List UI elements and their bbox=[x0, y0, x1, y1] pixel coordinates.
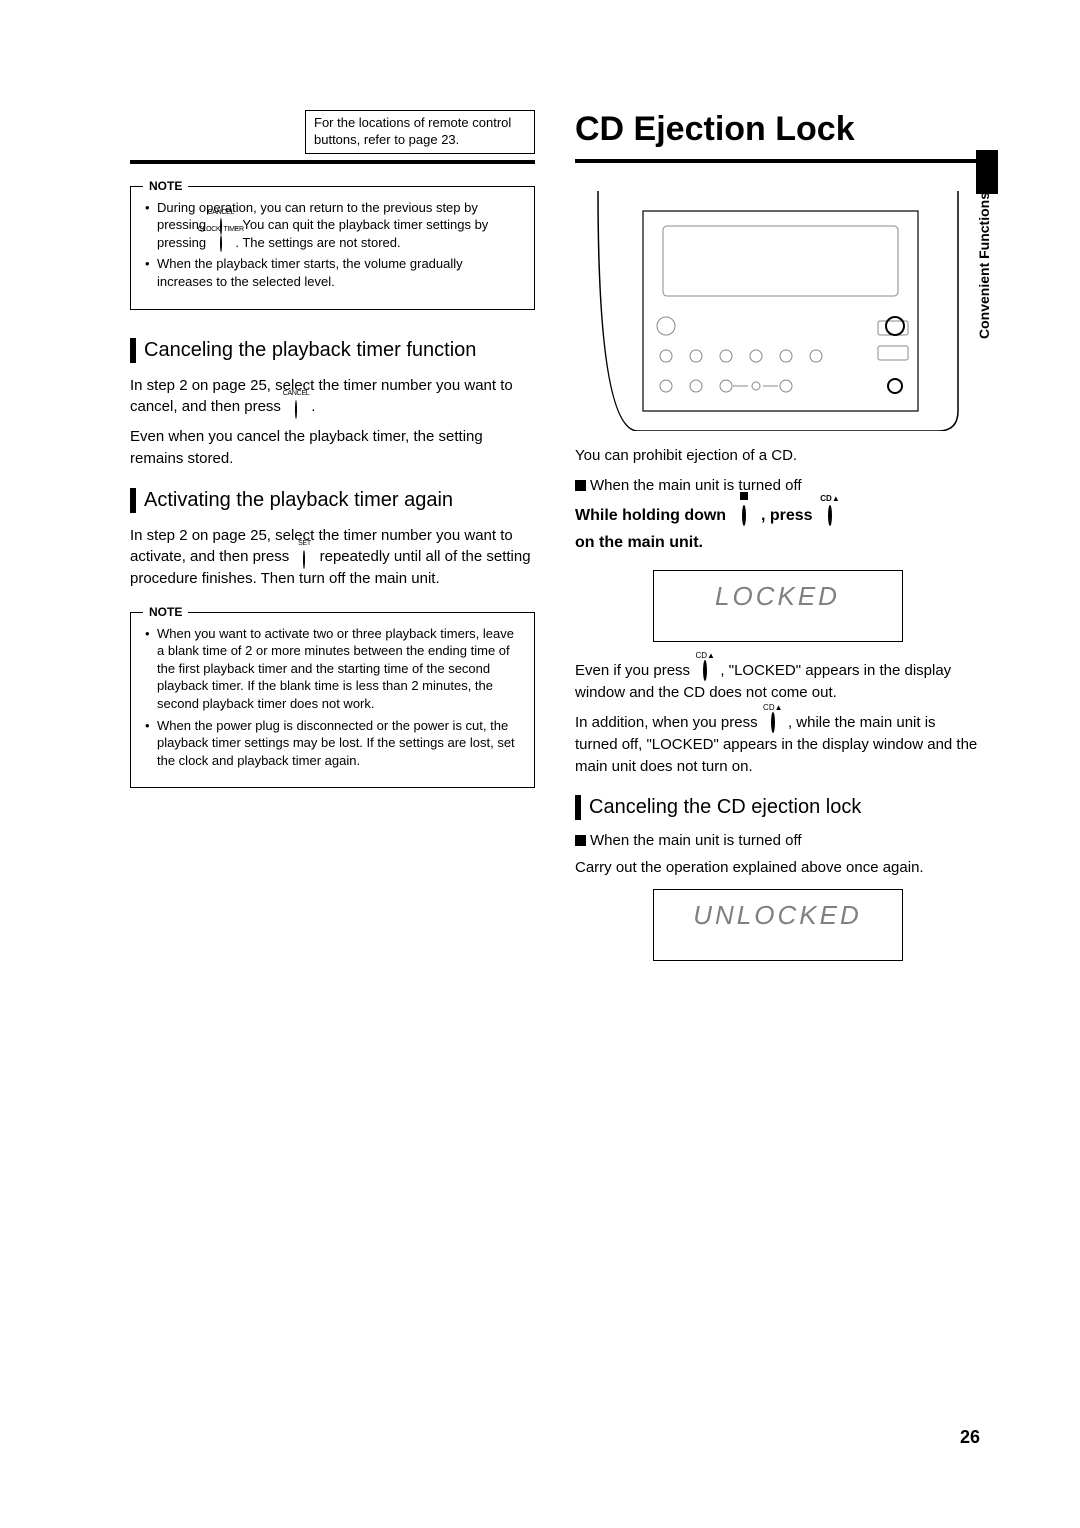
rule bbox=[130, 160, 535, 164]
page-title: CD Ejection Lock bbox=[575, 110, 980, 149]
display-text: LOCKED bbox=[715, 581, 840, 612]
condition-text: When the main unit is turned off bbox=[590, 477, 802, 494]
rule bbox=[575, 159, 980, 163]
section-heading: Activating the playback timer again bbox=[130, 488, 535, 513]
note-box-2: NOTE When you want to activate two or th… bbox=[130, 612, 535, 788]
side-tab: Convenient Functions bbox=[976, 150, 998, 360]
left-column: For the locations of remote control butt… bbox=[130, 110, 535, 979]
condition-heading: When the main unit is turned off bbox=[575, 832, 980, 849]
cd-eject-button-icon: CD▲ bbox=[762, 712, 784, 734]
note-text: . The settings are not stored. bbox=[235, 235, 400, 250]
body-paragraph: In step 2 on page 25, select the timer n… bbox=[130, 375, 535, 419]
display-window: LOCKED bbox=[653, 570, 903, 642]
instr-text: , press bbox=[761, 507, 817, 524]
right-column: CD Ejection Lock You can prohibi bbox=[575, 110, 980, 979]
tab-label: Convenient Functions bbox=[976, 192, 992, 357]
body-paragraph: Carry out the operation explained above … bbox=[575, 857, 980, 879]
instruction: While holding down , press CD▲ on the ma… bbox=[575, 502, 980, 557]
display-window: UNLOCKED bbox=[653, 889, 903, 961]
cd-eject-button-icon: CD▲ bbox=[694, 660, 716, 682]
instr-text: While holding down bbox=[575, 507, 731, 524]
note-label: NOTE bbox=[143, 604, 188, 620]
button-label: CD▲ bbox=[695, 650, 714, 662]
section-heading: Canceling the CD ejection lock bbox=[575, 795, 980, 820]
text-span: In addition, when you press bbox=[575, 714, 762, 731]
stop-button-icon bbox=[731, 502, 757, 529]
note-label: NOTE bbox=[143, 178, 188, 194]
note-item: During operation, you can return to the … bbox=[145, 199, 520, 252]
note-box-1: NOTE During operation, you can return to… bbox=[130, 186, 535, 310]
square-bullet-icon bbox=[575, 480, 586, 491]
button-label: CLOCK/ TIMER bbox=[198, 225, 244, 234]
body-paragraph: Even when you cancel the playback timer,… bbox=[130, 426, 535, 470]
condition-text: When the main unit is turned off bbox=[590, 832, 802, 849]
clock-timer-button-icon: CLOCK/ TIMER bbox=[210, 235, 232, 251]
body-paragraph: In step 2 on page 25, select the timer n… bbox=[130, 525, 535, 590]
intro-text: You can prohibit ejection of a CD. bbox=[575, 445, 980, 467]
cancel-button-icon: CANCEL bbox=[285, 399, 307, 415]
text-span: Even if you press bbox=[575, 662, 694, 679]
button-label: CANCEL bbox=[283, 389, 310, 399]
button-label: CD▲ bbox=[763, 702, 782, 714]
note-item: When you want to activate two or three p… bbox=[145, 625, 520, 713]
note-item: When the power plug is disconnected or t… bbox=[145, 717, 520, 770]
body-paragraph: Even if you press CD▲ , "LOCKED" appears… bbox=[575, 660, 980, 704]
body-paragraph: In addition, when you press CD▲ , while … bbox=[575, 712, 980, 777]
square-bullet-icon bbox=[575, 835, 586, 846]
text-span: In step 2 on page 25, select the timer n… bbox=[130, 377, 513, 416]
page-number: 26 bbox=[960, 1427, 980, 1448]
button-label: CANCEL bbox=[207, 208, 234, 217]
set-button-icon: SET bbox=[293, 549, 315, 565]
tab-marker bbox=[976, 150, 998, 194]
display-text: UNLOCKED bbox=[693, 900, 861, 931]
device-illustration bbox=[588, 181, 968, 431]
reference-box: For the locations of remote control butt… bbox=[305, 110, 535, 154]
cd-eject-button-icon: CD▲ bbox=[817, 502, 843, 529]
instr-text: on the main unit. bbox=[575, 534, 703, 551]
button-label: CD▲ bbox=[820, 492, 839, 506]
text-span: . bbox=[311, 398, 315, 415]
button-label: SET bbox=[298, 539, 311, 549]
condition-heading: When the main unit is turned off bbox=[575, 477, 980, 494]
note-item: When the playback timer starts, the volu… bbox=[145, 255, 520, 290]
page-content: For the locations of remote control butt… bbox=[0, 0, 1080, 1019]
section-heading: Canceling the playback timer function bbox=[130, 338, 535, 363]
